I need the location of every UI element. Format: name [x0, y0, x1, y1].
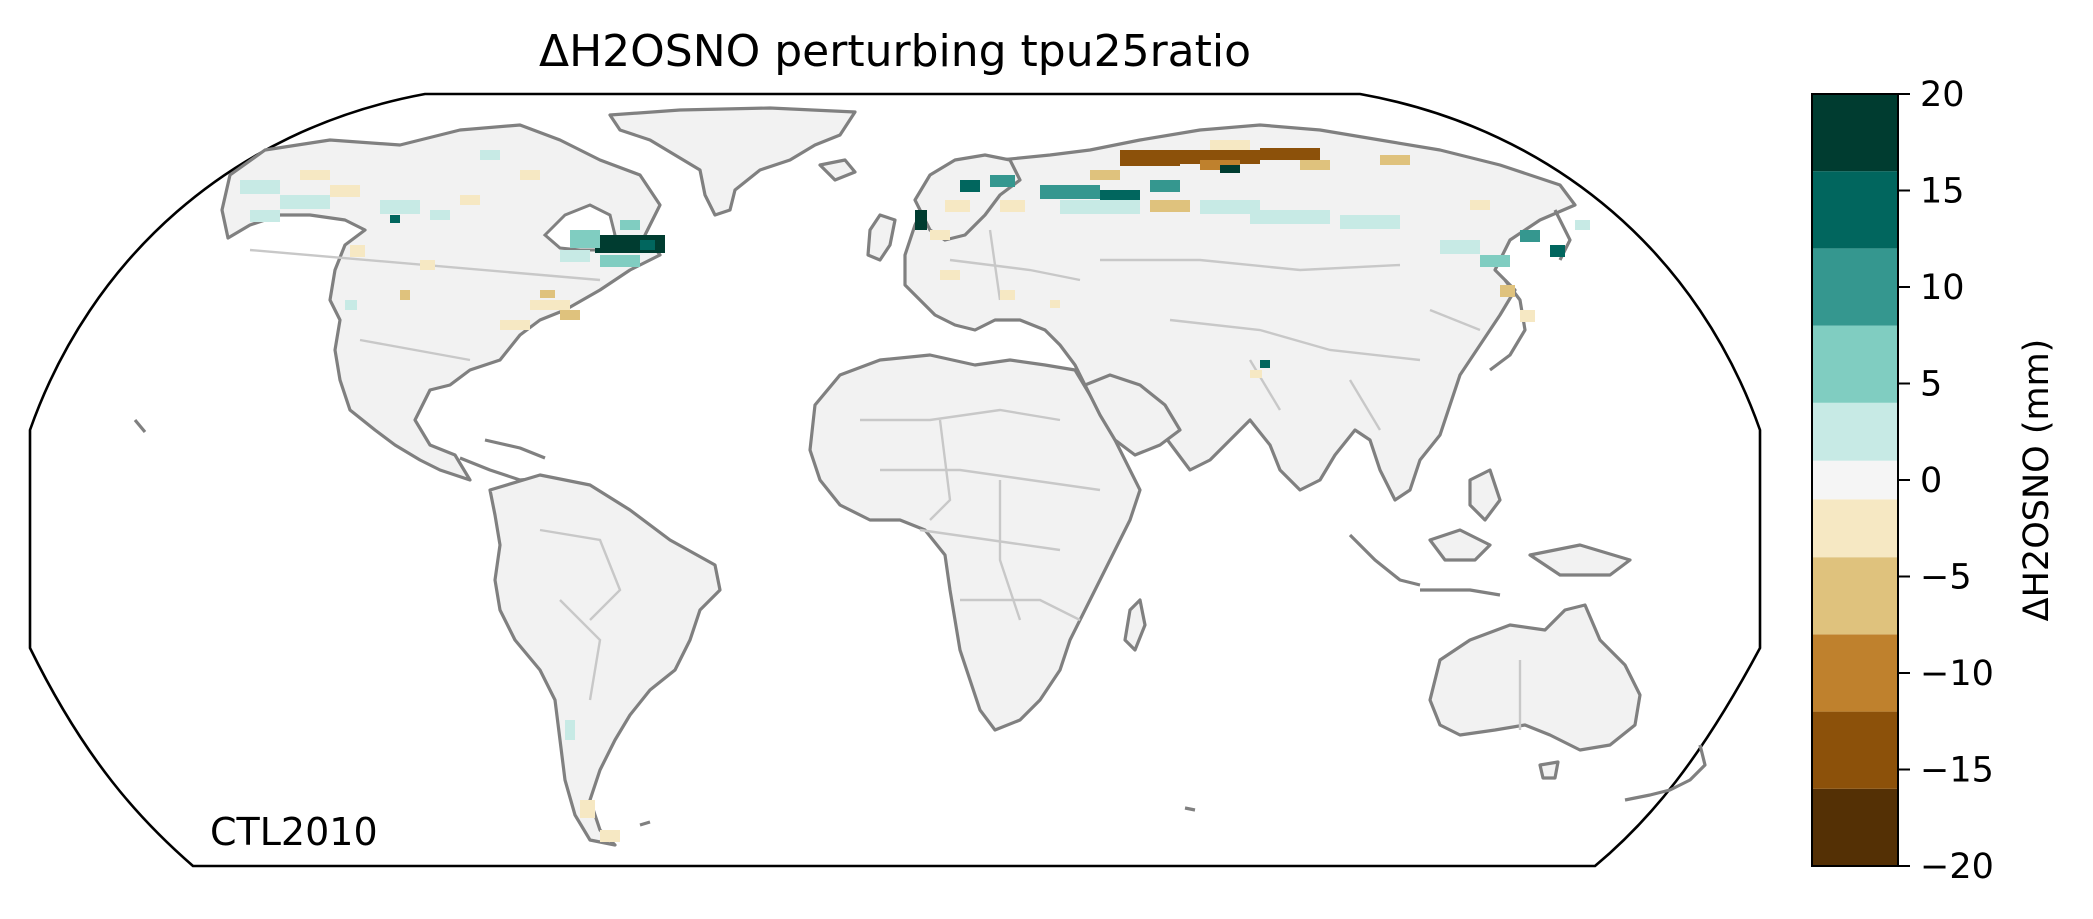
anomaly-cell: [300, 170, 330, 180]
anomaly-cell: [960, 180, 980, 192]
anomaly-cell: [1520, 310, 1535, 322]
eurasia-land: [903, 123, 1577, 502]
anomaly-cell: [1120, 150, 1180, 166]
colorbar-bin: [1812, 711, 1898, 789]
colorbar-bin: [1812, 171, 1898, 249]
colorbar: 20 15 10 5 0 −5 −10 −15 −20 ΔH2OSNO (mm): [1811, 75, 2057, 887]
anomaly-cell: [945, 200, 970, 212]
anomaly-cell: [460, 195, 480, 205]
anomaly-cell: [1575, 220, 1590, 230]
colorbar-bin: [1812, 634, 1898, 712]
anomaly-cell: [1250, 210, 1330, 224]
anomaly-cell: [1000, 200, 1025, 212]
colorbar-tick-label: 15: [1920, 172, 1965, 212]
anomaly-cell: [280, 195, 330, 209]
anomaly-cell: [1470, 200, 1490, 210]
new-zealand-coast: [1624, 744, 1707, 802]
anomaly-cell: [1480, 255, 1510, 267]
anomaly-cell: [1150, 180, 1180, 192]
africa-land: [808, 353, 1142, 732]
anomaly-cell: [1040, 185, 1100, 199]
anomaly-cell: [390, 215, 400, 223]
anomaly-cell: [930, 230, 950, 240]
anomaly-cell: [1210, 140, 1250, 150]
anomaly-cell: [600, 830, 620, 842]
colorbar-bins: [1812, 94, 1898, 866]
colorbar-tick-label: −10: [1920, 654, 1994, 694]
anomaly-cell: [1060, 200, 1140, 214]
colorbar-tick-label: 5: [1920, 365, 1942, 405]
map-panel: CTL2010: [28, 92, 1762, 868]
anomaly-cell: [565, 720, 575, 740]
anomaly-cell: [250, 210, 280, 222]
anomaly-cell: [350, 245, 365, 257]
anomaly-cell: [560, 250, 590, 262]
colorbar-bin: [1812, 94, 1898, 172]
anomaly-cell: [620, 220, 640, 230]
anomaly-cell: [480, 150, 500, 160]
anomaly-cell: [1200, 200, 1260, 214]
anomaly-cell: [1220, 165, 1240, 173]
anomaly-cell: [400, 290, 410, 300]
arabia-land: [1083, 373, 1182, 457]
anomaly-cell: [1000, 290, 1015, 300]
anomaly-cell: [570, 230, 600, 248]
anomaly-cell: [640, 240, 655, 250]
anomaly-cell: [940, 270, 960, 280]
anomaly-cell: [1500, 285, 1515, 297]
anomaly-cell: [1300, 160, 1330, 170]
anomaly-cell: [1100, 190, 1140, 202]
australia-land: [1428, 603, 1642, 752]
colorbar-tick-label: 10: [1920, 268, 1965, 308]
anomaly-cell: [1550, 245, 1565, 257]
colorbar-bin: [1812, 788, 1898, 866]
colorbar-bin: [1812, 557, 1898, 635]
anomaly-cell: [1440, 240, 1480, 254]
anomaly-cell: [530, 300, 570, 310]
colorbar-bin: [1812, 402, 1898, 461]
colorbar-tick-label: 0: [1920, 461, 1942, 501]
anomaly-cell: [430, 210, 450, 220]
anomaly-cell: [500, 320, 530, 330]
uk-land: [866, 213, 897, 262]
anomaly-cell: [345, 300, 357, 310]
anomaly-cell: [1250, 370, 1262, 378]
colorbar-tick-label: −20: [1920, 847, 1994, 887]
anomaly-cell: [380, 200, 420, 214]
anomaly-cell: [1260, 360, 1270, 368]
colorbar-bin: [1812, 248, 1898, 326]
anomaly-cell: [1050, 300, 1060, 308]
colorbar-ticks: 20 15 10 5 0 −5 −10 −15 −20: [1898, 75, 1994, 887]
anomaly-cell: [1380, 155, 1410, 165]
colorbar-bin: [1812, 499, 1898, 558]
anomaly-cell: [540, 290, 555, 298]
north-america-land: [220, 123, 662, 482]
anomaly-cell: [520, 170, 540, 180]
run-annotation: CTL2010: [210, 810, 378, 854]
colorbar-tick-label: −5: [1920, 558, 1972, 598]
anomaly-cell: [990, 175, 1015, 187]
colorbar-bin: [1812, 460, 1898, 500]
anomaly-cell: [1260, 148, 1320, 160]
anomaly-cell: [580, 800, 595, 818]
snow-anomaly-cells: [240, 140, 1590, 842]
anomaly-cell: [1340, 215, 1400, 229]
anomaly-cell: [1150, 200, 1190, 212]
greenland-land: [608, 106, 857, 217]
colorbar-tick-label: 20: [1920, 75, 1965, 115]
anomaly-cell: [915, 210, 927, 230]
anomaly-cell: [600, 255, 640, 267]
colorbar-bin: [1812, 325, 1898, 403]
anomaly-cell: [330, 185, 360, 197]
anomaly-cell: [420, 260, 435, 270]
colorbar-label: ΔH2OSNO (mm): [2017, 339, 2057, 622]
anomaly-cell: [1090, 170, 1120, 180]
map-title: ΔH2OSNO perturbing tpu25ratio: [539, 26, 1251, 77]
anomaly-cell: [1520, 230, 1540, 242]
anomaly-cell: [560, 310, 580, 320]
colorbar-tick-label: −15: [1920, 751, 1994, 791]
anomaly-cell: [240, 180, 280, 194]
